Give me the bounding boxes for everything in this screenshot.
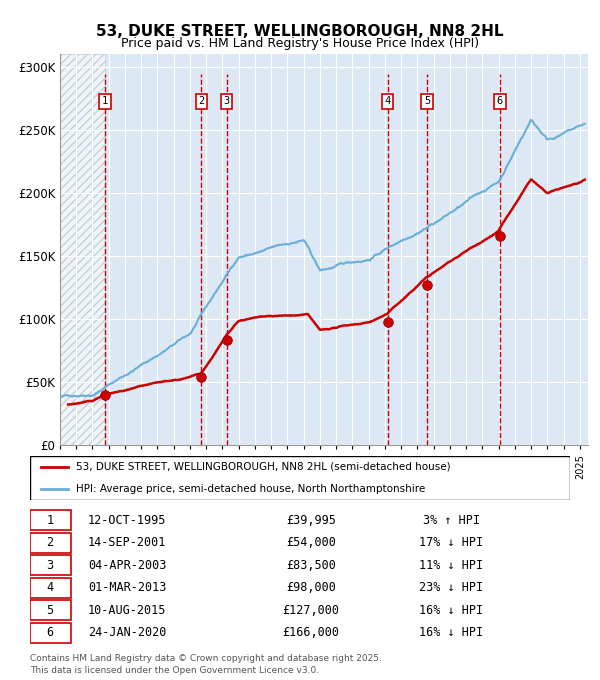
FancyBboxPatch shape <box>30 577 71 598</box>
FancyBboxPatch shape <box>30 456 570 500</box>
Text: £83,500: £83,500 <box>286 558 336 572</box>
Text: 4: 4 <box>46 581 53 594</box>
Text: 3% ↑ HPI: 3% ↑ HPI <box>422 513 480 526</box>
Text: £98,000: £98,000 <box>286 581 336 594</box>
Text: 16% ↓ HPI: 16% ↓ HPI <box>419 604 483 617</box>
Text: 1: 1 <box>46 513 53 526</box>
FancyBboxPatch shape <box>30 555 71 575</box>
Text: 5: 5 <box>424 97 430 106</box>
Text: 10-AUG-2015: 10-AUG-2015 <box>88 604 166 617</box>
Text: 16% ↓ HPI: 16% ↓ HPI <box>419 626 483 639</box>
FancyBboxPatch shape <box>30 600 71 620</box>
Text: Contains HM Land Registry data © Crown copyright and database right 2025.
This d: Contains HM Land Registry data © Crown c… <box>30 653 382 675</box>
Text: 14-SEP-2001: 14-SEP-2001 <box>88 536 166 549</box>
Text: £166,000: £166,000 <box>283 626 340 639</box>
Text: 1: 1 <box>102 97 108 106</box>
Text: 11% ↓ HPI: 11% ↓ HPI <box>419 558 483 572</box>
Text: 24-JAN-2020: 24-JAN-2020 <box>88 626 166 639</box>
Text: 17% ↓ HPI: 17% ↓ HPI <box>419 536 483 549</box>
FancyBboxPatch shape <box>30 510 71 530</box>
Text: 6: 6 <box>46 626 53 639</box>
Text: 04-APR-2003: 04-APR-2003 <box>88 558 166 572</box>
Bar <box>60 54 104 445</box>
Text: 3: 3 <box>223 97 230 106</box>
Text: £54,000: £54,000 <box>286 536 336 549</box>
Text: 53, DUKE STREET, WELLINGBOROUGH, NN8 2HL: 53, DUKE STREET, WELLINGBOROUGH, NN8 2HL <box>96 24 504 39</box>
Text: £127,000: £127,000 <box>283 604 340 617</box>
Text: HPI: Average price, semi-detached house, North Northamptonshire: HPI: Average price, semi-detached house,… <box>76 483 425 494</box>
FancyBboxPatch shape <box>30 532 71 553</box>
Text: Price paid vs. HM Land Registry's House Price Index (HPI): Price paid vs. HM Land Registry's House … <box>121 37 479 50</box>
Text: 5: 5 <box>46 604 53 617</box>
Text: 53, DUKE STREET, WELLINGBOROUGH, NN8 2HL (semi-detached house): 53, DUKE STREET, WELLINGBOROUGH, NN8 2HL… <box>76 462 451 472</box>
Text: 3: 3 <box>46 558 53 572</box>
FancyBboxPatch shape <box>30 622 71 643</box>
Text: 23% ↓ HPI: 23% ↓ HPI <box>419 581 483 594</box>
Text: 12-OCT-1995: 12-OCT-1995 <box>88 513 166 526</box>
Text: 6: 6 <box>497 97 503 106</box>
Text: £39,995: £39,995 <box>286 513 336 526</box>
Text: 4: 4 <box>385 97 391 106</box>
Text: 2: 2 <box>46 536 53 549</box>
Text: 01-MAR-2013: 01-MAR-2013 <box>88 581 166 594</box>
Text: 2: 2 <box>198 97 205 106</box>
